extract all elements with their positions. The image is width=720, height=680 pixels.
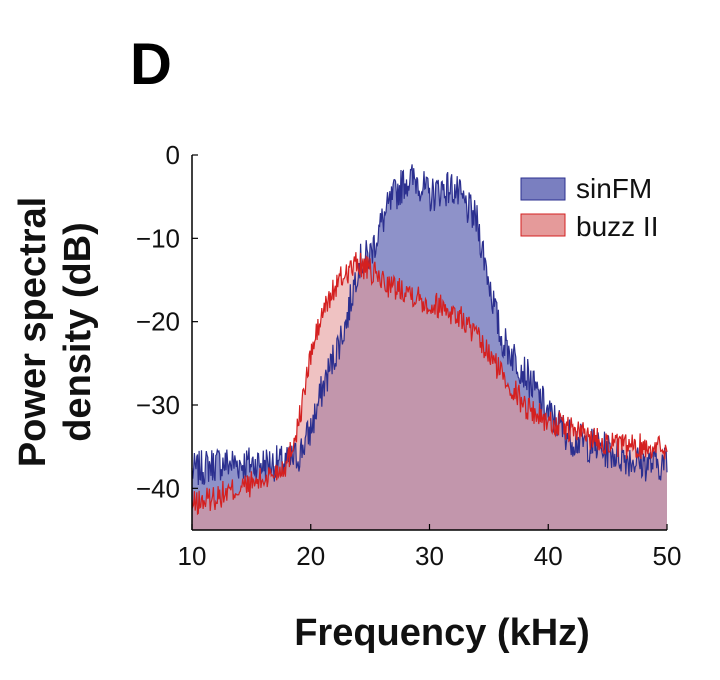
legend-swatch-sinfm xyxy=(520,177,566,201)
y-tick-label: 0 xyxy=(166,140,180,170)
y-axis-title-line-1: Power spectral xyxy=(12,197,54,467)
y-tick-label: −40 xyxy=(136,473,180,503)
x-axis-title: Frequency (kHz) xyxy=(294,612,590,654)
axis-ticks: 10 20 30 40 50 0 −10 −20 −30 −40 xyxy=(136,140,682,571)
y-axis-title: Power spectral density (dB) xyxy=(12,197,99,467)
y-axis-title-line-2: density (dB) xyxy=(57,222,99,442)
y-tick-label: −30 xyxy=(136,390,180,420)
x-tick-label: 20 xyxy=(296,541,325,571)
buzz-area xyxy=(192,252,667,530)
legend-swatch-buzz xyxy=(520,213,566,237)
x-tick-label: 50 xyxy=(653,541,682,571)
legend-label-buzz: buzz II xyxy=(576,211,658,242)
legend: sinFM buzz II xyxy=(520,173,658,242)
buzz-line xyxy=(191,252,668,516)
legend-label-sinfm: sinFM xyxy=(576,173,652,204)
y-tick-label: −20 xyxy=(136,307,180,337)
panel-label: D xyxy=(130,32,172,97)
x-tick-label: 10 xyxy=(178,541,207,571)
plot-area xyxy=(191,164,668,530)
x-tick-label: 30 xyxy=(415,541,444,571)
x-tick-label: 40 xyxy=(534,541,563,571)
y-tick-label: −10 xyxy=(136,223,180,253)
